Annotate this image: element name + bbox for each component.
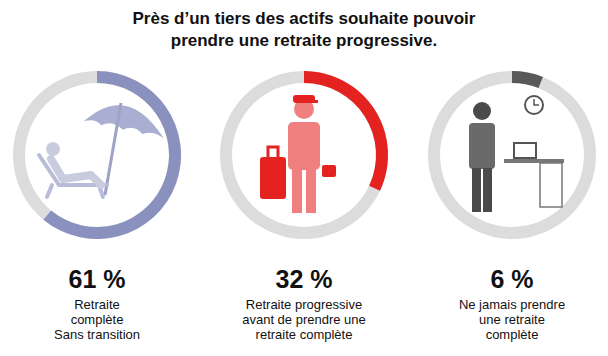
category-label-line: Ne jamais prendre <box>459 297 565 312</box>
icon-clock <box>525 96 543 114</box>
gauge-track <box>220 71 388 239</box>
icon-body <box>469 123 495 169</box>
category-label-line: Retraite <box>74 297 120 312</box>
icon-leg <box>292 169 302 213</box>
category-label-line: retraite complète <box>256 327 353 342</box>
gauge-arc <box>512 71 543 88</box>
category-label-line: Sans transition <box>54 327 140 342</box>
icon-suitcase-handle <box>268 147 278 157</box>
icon-umbrella <box>84 98 169 139</box>
icon-chair <box>39 155 107 197</box>
icon-leg <box>306 169 316 213</box>
icon <box>260 95 336 213</box>
data-label: 6 % <box>490 265 533 293</box>
category-label: RetraitecomplèteSans transition <box>54 297 140 342</box>
category-label-line: une retraite <box>479 312 545 327</box>
icon-body <box>51 159 101 185</box>
icon-leg <box>483 168 492 212</box>
icon-pole <box>105 103 121 195</box>
plot-area <box>13 71 596 239</box>
icon-suitcase <box>260 157 286 199</box>
gauge <box>13 71 181 239</box>
gauge <box>428 71 596 239</box>
gauge-track <box>428 71 596 239</box>
category-label: Retraite progressiveavant de prendre une… <box>242 297 366 342</box>
category-label-line: complète <box>71 312 124 327</box>
category-label-line: Retraite progressive <box>246 297 362 312</box>
icon <box>39 98 169 197</box>
category-label-line: avant de prendre une <box>242 312 366 327</box>
category-label: Ne jamais prendreune retraitecomplète <box>459 297 565 342</box>
icon-clock-hands <box>534 99 539 105</box>
icon-body <box>288 122 320 170</box>
gauge-track <box>13 71 181 239</box>
chart: Près d’un tiers des actifs souhaite pouv… <box>0 0 608 356</box>
icon-laptop <box>514 143 536 158</box>
data-label: 61 % <box>69 265 126 293</box>
icon-head <box>46 142 60 156</box>
icon-head <box>473 102 491 120</box>
gauge-arc <box>43 71 181 239</box>
category-label-line: complète <box>486 327 539 342</box>
icon <box>469 96 564 212</box>
icon-drawers <box>540 163 562 207</box>
icon-bag <box>322 165 336 177</box>
icon-leg <box>472 168 481 212</box>
data-label: 32 % <box>276 265 333 293</box>
title-line: prendre une retraite progressive. <box>171 31 437 50</box>
icon-cap-brim <box>302 100 318 103</box>
title-line: Près d’un tiers des actifs souhaite pouv… <box>133 9 476 28</box>
title: Près d’un tiers des actifs souhaite pouv… <box>133 9 476 50</box>
gauge <box>220 71 388 239</box>
